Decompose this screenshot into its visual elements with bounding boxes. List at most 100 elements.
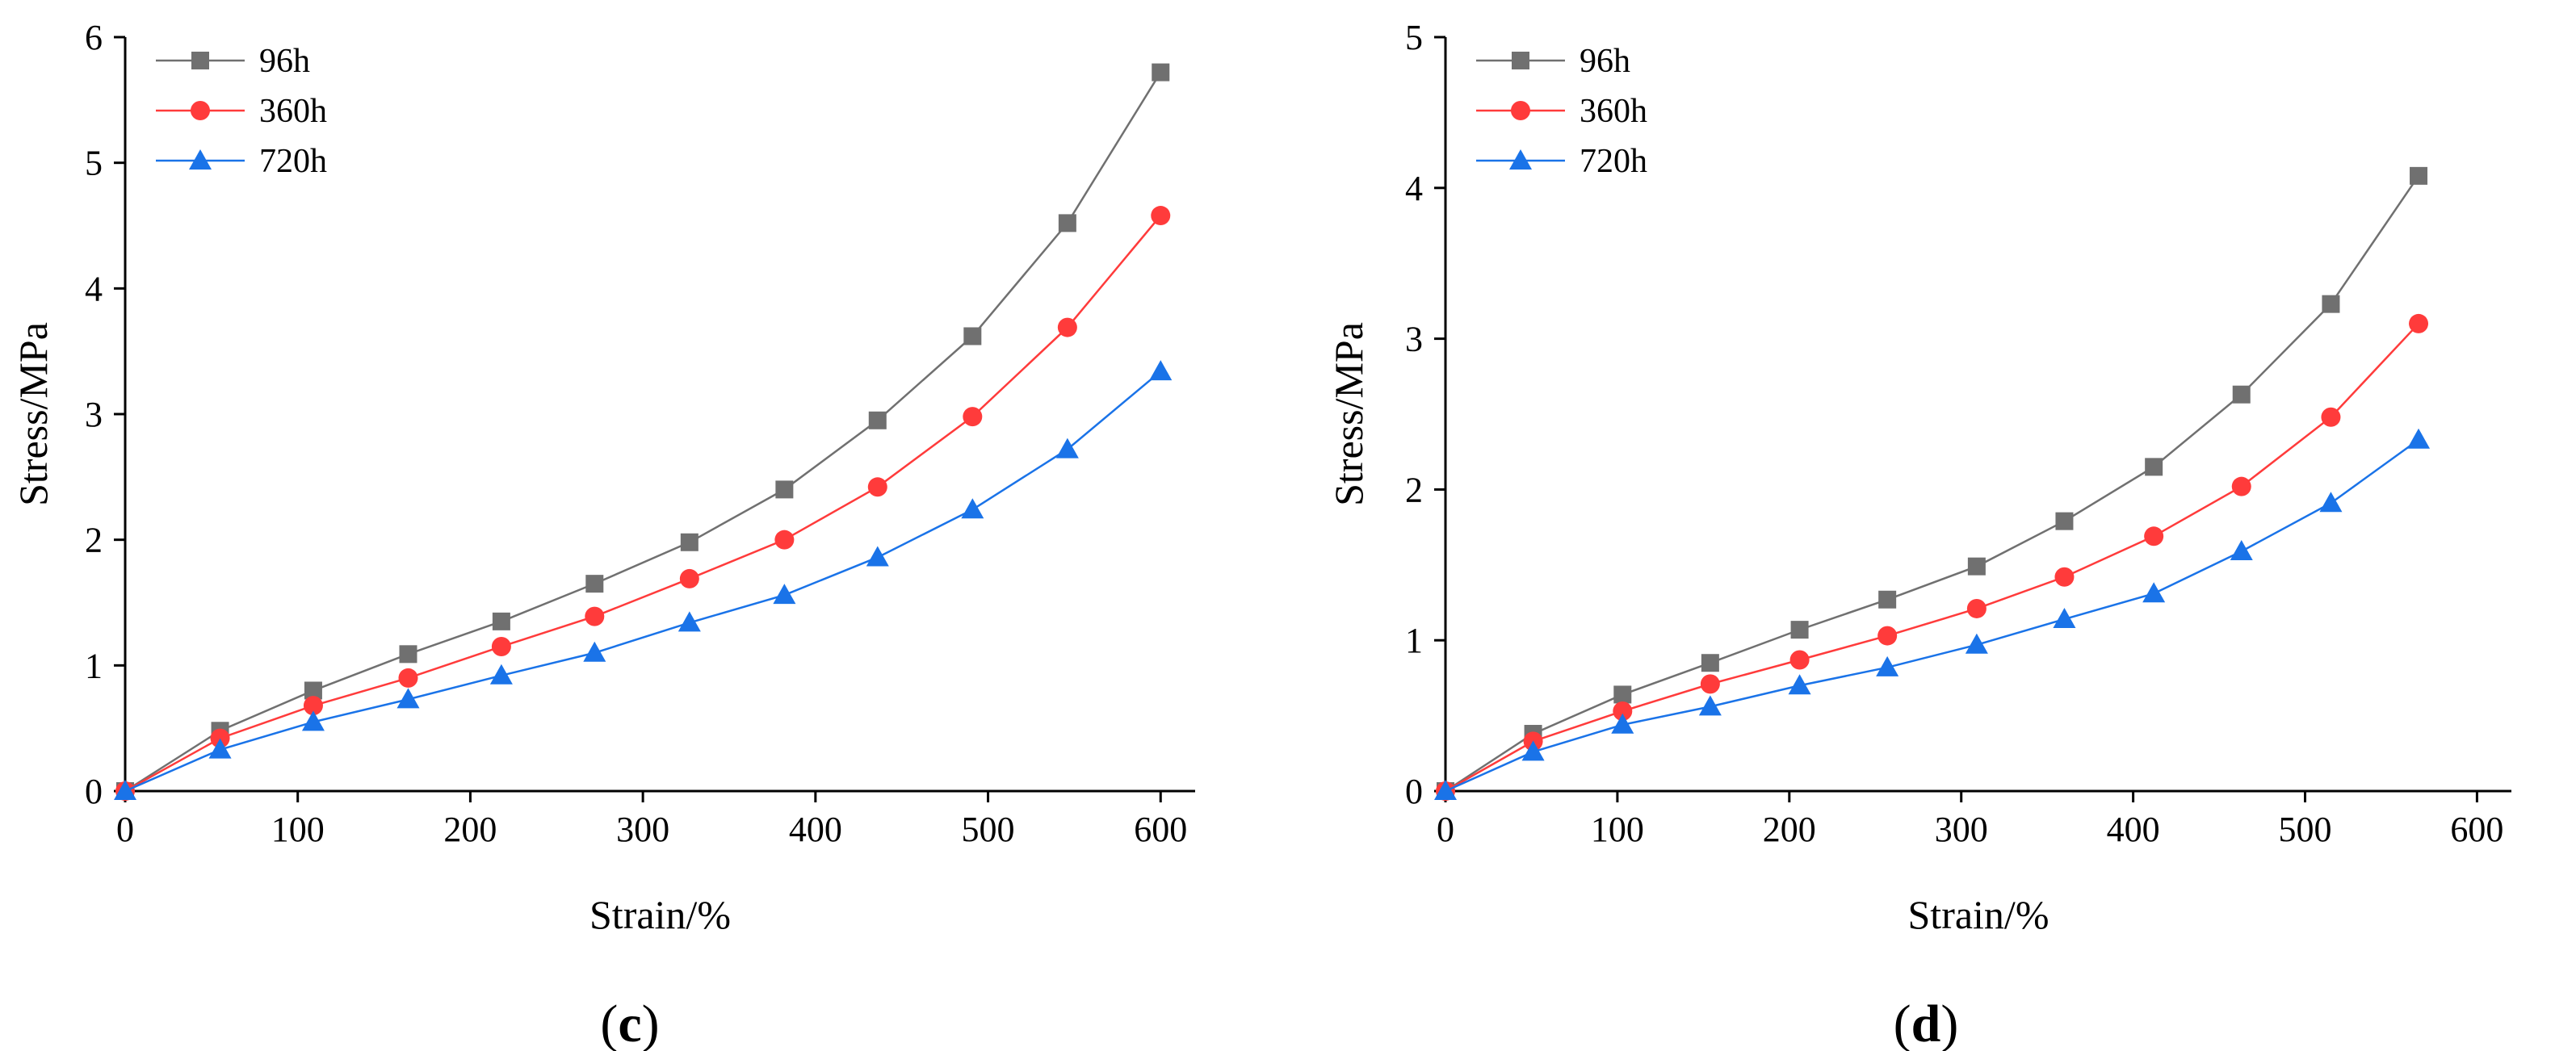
series-720h-point [1876, 655, 1899, 676]
y-tick-label: 3 [85, 395, 103, 434]
series-720h-point [773, 584, 796, 605]
series-360h-point [2054, 567, 2075, 587]
chart-c-svg: 0 100 200 300 400 500 600 0 1 2 3 4 5 6 Strain/% Stress… [10, 18, 1195, 1051]
series-720h-group [114, 360, 1173, 800]
panel-label-open-paren: ( [1894, 994, 1911, 1051]
series-96h-point [680, 533, 699, 551]
chart-panel-c: 0 100 200 300 400 500 600 0 1 2 3 4 5 6 Strain/% Stress… [10, 18, 1195, 1051]
series-720h-point [1521, 740, 1545, 761]
x-tick-label: 100 [1591, 810, 1644, 849]
panel-label: (c) [600, 994, 659, 1051]
series-720h-point [489, 664, 513, 685]
legend-entry-label: 360h [259, 93, 327, 130]
series-360h-point [210, 728, 230, 748]
series-96h-point [2410, 166, 2428, 185]
series-360h-point [1151, 206, 1171, 226]
legend-marker [1509, 149, 1532, 170]
series-720h-point [961, 498, 984, 519]
series-720h-point [2407, 428, 2431, 449]
series-360h-point [2409, 313, 2429, 333]
x-tick-label: 200 [443, 810, 497, 849]
y-tick-label: 0 [1405, 772, 1423, 811]
y-tick-label: 3 [1405, 320, 1423, 359]
series-96h-point [1152, 63, 1170, 82]
series-720h-point [2142, 582, 2166, 603]
panel-label-close-paren: ) [642, 994, 660, 1051]
series-720h-line [1445, 438, 2419, 793]
y-tick-label: 5 [85, 144, 103, 183]
x-tick-label: 600 [1134, 810, 1187, 849]
series-720h-line [124, 371, 1162, 793]
y-tick-label: 4 [85, 269, 103, 308]
series-96h-point [1613, 685, 1632, 704]
series-96h-line [1445, 175, 2420, 793]
legend-entry-label: 96h [259, 43, 310, 80]
x-tick-label: 500 [962, 810, 1015, 849]
x-tick-label: 500 [2279, 810, 2332, 849]
y-tick-label: 1 [85, 646, 103, 685]
x-tick-label: 0 [1437, 810, 1454, 849]
legend-entry-label: 720h [259, 143, 327, 180]
y-tick-label: 0 [85, 772, 103, 811]
chart-d-svg: 0 100 200 300 400 500 600 0 1 2 3 4 5 Strain/% Stress/… [1326, 18, 2511, 1051]
series-720h-point [2230, 539, 2253, 560]
panel-label-close-paren: ) [1940, 994, 1958, 1051]
series-360h-point [303, 696, 323, 716]
series-360h-point [1877, 626, 1898, 646]
series-96h-point [399, 645, 417, 664]
series-720h-point [1698, 695, 1722, 716]
panel-label-open-paren: ( [600, 994, 618, 1051]
series-96h-point [963, 327, 982, 345]
legend-marker [189, 149, 212, 170]
series-360h-point [491, 636, 511, 656]
x-tick-label: 400 [789, 810, 842, 849]
y-tick-label: 5 [1405, 18, 1423, 57]
series-720h-point [114, 780, 136, 800]
series-720h-point [1055, 438, 1079, 459]
series-96h-line [124, 71, 1162, 793]
series-720h-point [208, 738, 232, 759]
series-720h-group [1434, 428, 2431, 800]
series-96h-point [1878, 590, 1897, 609]
series-96h-group [1437, 166, 2428, 800]
series-720h-point [1149, 360, 1173, 381]
series-720h-point [396, 688, 420, 709]
series-96h-point [775, 480, 794, 499]
x-tick-label: 100 [271, 810, 325, 849]
series-360h-point [963, 407, 983, 427]
series-96h-point [1701, 654, 1719, 672]
series-96h-point [2232, 385, 2251, 404]
series-96h-point [2322, 295, 2340, 313]
series-96h-point [2055, 512, 2074, 530]
y-tick-label: 2 [1405, 470, 1423, 509]
series-720h-point [866, 546, 889, 567]
panel-label: (d) [1894, 994, 1959, 1051]
y-tick-label: 2 [85, 521, 103, 560]
x-tick-label: 200 [1763, 810, 1816, 849]
legend-entry-label: 96h [1580, 43, 1630, 80]
series-96h-point [1967, 557, 1986, 576]
series-360h-point [398, 668, 418, 688]
series-360h-point [1700, 674, 1720, 694]
legend-marker [191, 52, 209, 69]
series-96h-point [492, 612, 510, 630]
series-360h-point [1613, 701, 1633, 721]
x-tick-label: 400 [2107, 810, 2160, 849]
series-360h-point [2321, 407, 2341, 427]
series-720h-point [1965, 633, 1988, 654]
legend: 96h 360h 720h [1476, 43, 1647, 180]
legend-entry-label: 720h [1580, 143, 1647, 180]
series-96h-point [304, 681, 322, 700]
y-axis-title: Stress/MPa [10, 322, 56, 506]
legend-marker [1512, 52, 1529, 69]
series-720h-point [1788, 674, 1811, 695]
series-96h-point [868, 411, 887, 429]
series-720h-point [2319, 492, 2343, 513]
series-720h-point [2053, 608, 2076, 629]
series-360h-group [115, 206, 1171, 801]
series-96h-point [585, 575, 604, 593]
x-tick-label: 600 [2450, 810, 2503, 849]
series-360h-point [585, 606, 605, 626]
x-tick-label: 0 [116, 810, 134, 849]
series-720h-point [1434, 780, 1457, 800]
